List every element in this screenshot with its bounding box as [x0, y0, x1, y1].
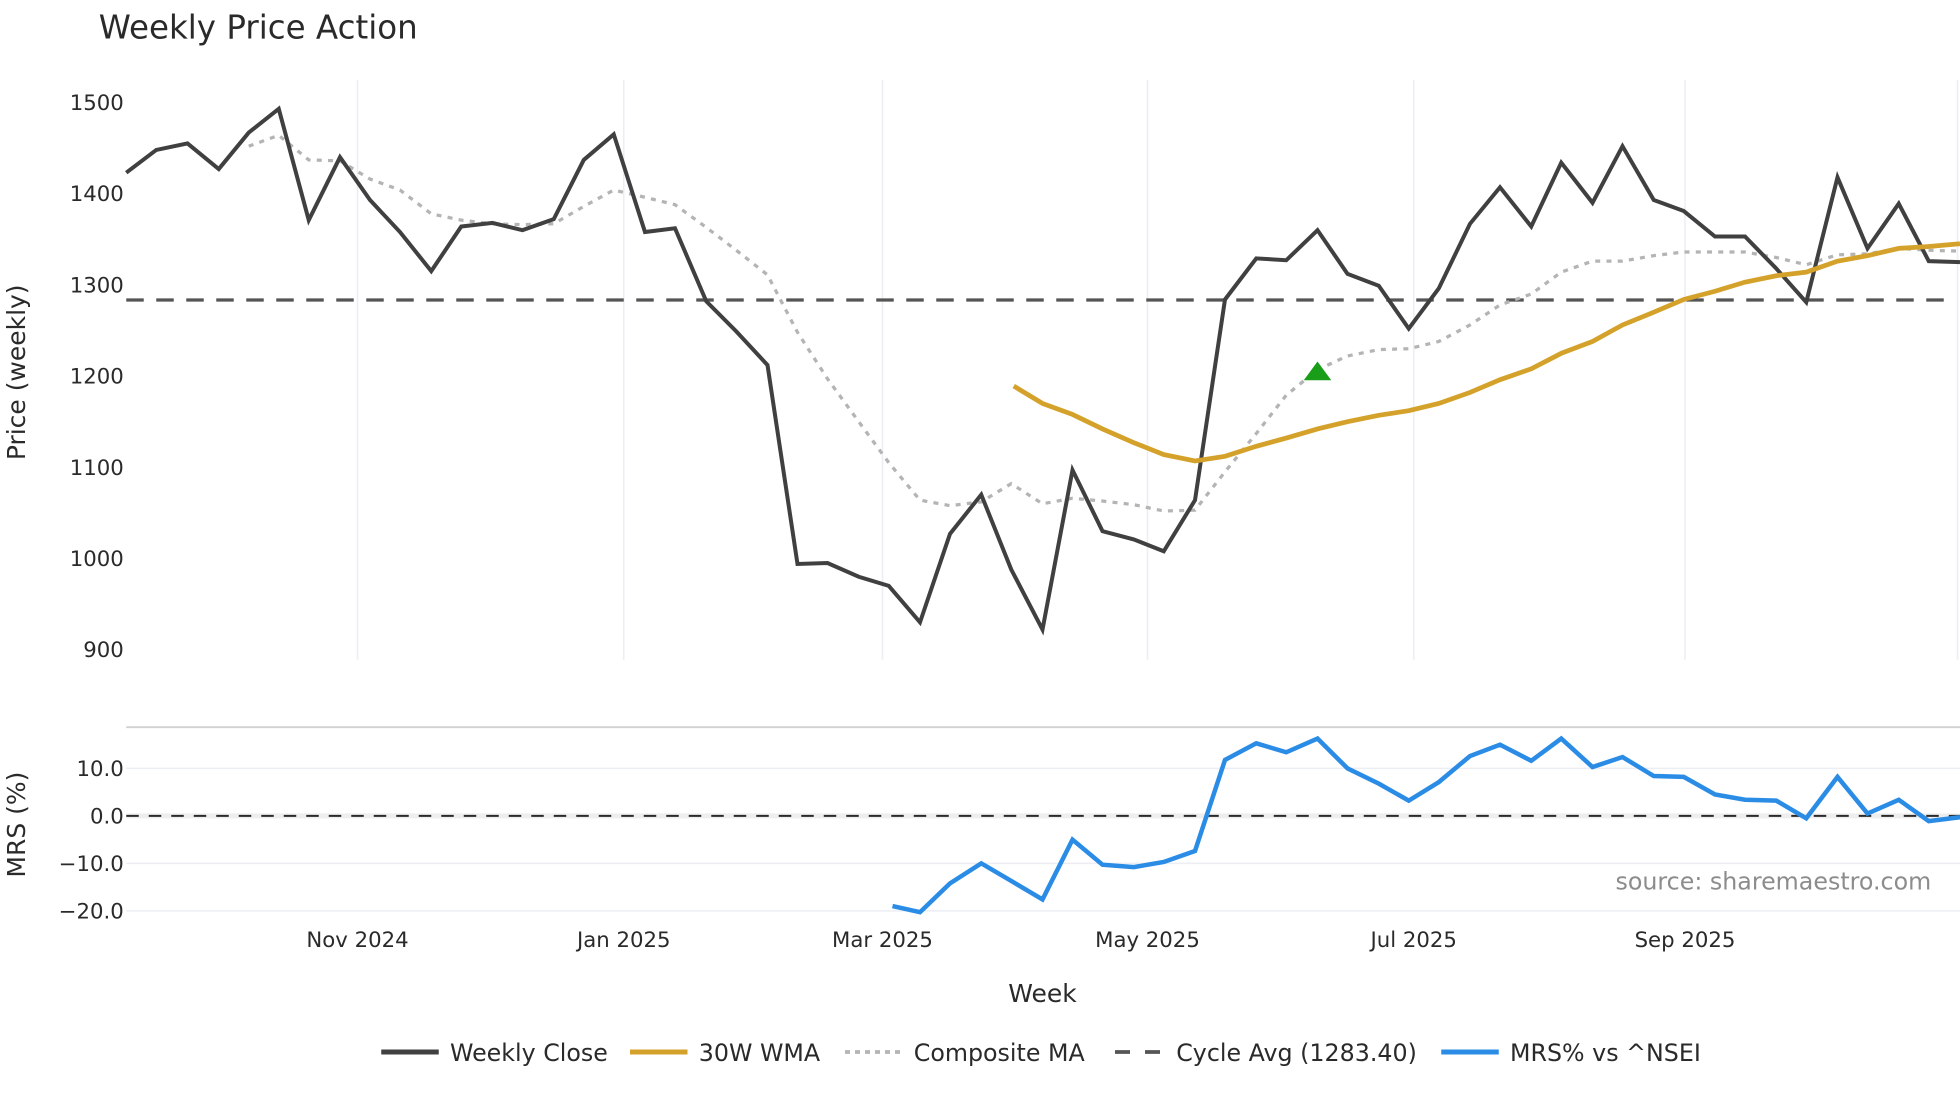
price-y-tick-label: 1200 — [70, 365, 124, 390]
x-tick-label: Sep 2025 — [1635, 928, 1736, 953]
legend-label: MRS% vs ^NSEI — [1510, 1039, 1701, 1067]
price-y-tick-label: 1100 — [70, 456, 124, 481]
buy-signal-triangle-icon — [1303, 361, 1332, 381]
mrs-y-tick-label: 0.0 — [90, 804, 124, 829]
legend-item[interactable]: 30W WMA — [630, 1039, 821, 1067]
legend: Weekly Close 30W WMA Composite MA Cycle Avg… — [381, 1039, 1701, 1067]
mrs-y-axis-title: MRS (%) — [2, 772, 31, 878]
price-y-tick-label: 900 — [83, 638, 124, 663]
price-series-lines — [125, 105, 1960, 636]
mrs-line — [892, 735, 1960, 915]
price-panel: 900 1000 1100 1200 1300 1400 1500 Price (weekl… — [2, 79, 1960, 663]
mrs-y-tick-label: −20.0 — [59, 899, 124, 924]
x-axis-ticks: Nov 2024 Jan 2025 Mar 2025 May 2025 Jul 2025… — [306, 928, 1735, 953]
source-note: source: sharemaestro.com — [1616, 868, 1932, 896]
mrs-y-tick-label: 10.0 — [76, 757, 123, 782]
x-tick-label: Jan 2025 — [575, 928, 671, 953]
mrs-zero-band — [126, 813, 1960, 819]
legend-item[interactable]: Composite MA — [845, 1039, 1085, 1067]
mrs-y-gridlines — [126, 767, 1960, 912]
legend-label: Cycle Avg (1283.40) — [1176, 1039, 1417, 1067]
mrs-y-tick-label: −10.0 — [59, 852, 124, 877]
price-x-gridlines — [356, 79, 1959, 660]
legend-label: Weekly Close — [450, 1039, 608, 1067]
composite-ma-line — [248, 133, 1960, 513]
mrs-y-axis-ticks: 10.0 0.0 −10.0 −20.0 — [59, 757, 124, 924]
price-y-axis-ticks: 900 1000 1100 1200 1300 1400 1500 — [70, 91, 124, 663]
price-y-tick-label: 1300 — [70, 273, 124, 298]
legend-label: Composite MA — [914, 1039, 1086, 1067]
price-y-tick-label: 1400 — [70, 182, 124, 207]
x-tick-label: Jul 2025 — [1369, 928, 1457, 953]
x-tick-label: May 2025 — [1095, 928, 1200, 953]
mrs-panel: 10.0 0.0 −10.0 −20.0 MRS (%) source: sharem… — [2, 735, 1960, 924]
chart-title: Weekly Price Action — [99, 9, 418, 47]
x-tick-label: Nov 2024 — [306, 928, 408, 953]
legend-label: 30W WMA — [699, 1039, 821, 1067]
price-y-tick-label: 1000 — [70, 547, 124, 572]
price-y-axis-title: Price (weekly) — [2, 284, 31, 460]
legend-item[interactable]: MRS% vs ^NSEI — [1441, 1039, 1701, 1067]
legend-item[interactable]: Weekly Close — [381, 1039, 608, 1067]
legend-item[interactable]: Cycle Avg (1283.40) — [1115, 1039, 1417, 1067]
30w-wma-line — [1012, 241, 1960, 464]
weekly-close-line — [125, 105, 1960, 636]
price-y-tick-label: 1500 — [70, 91, 124, 116]
x-tick-label: Mar 2025 — [832, 928, 933, 953]
x-axis-title: Week — [1008, 979, 1077, 1008]
mrs-series-line — [892, 735, 1960, 915]
